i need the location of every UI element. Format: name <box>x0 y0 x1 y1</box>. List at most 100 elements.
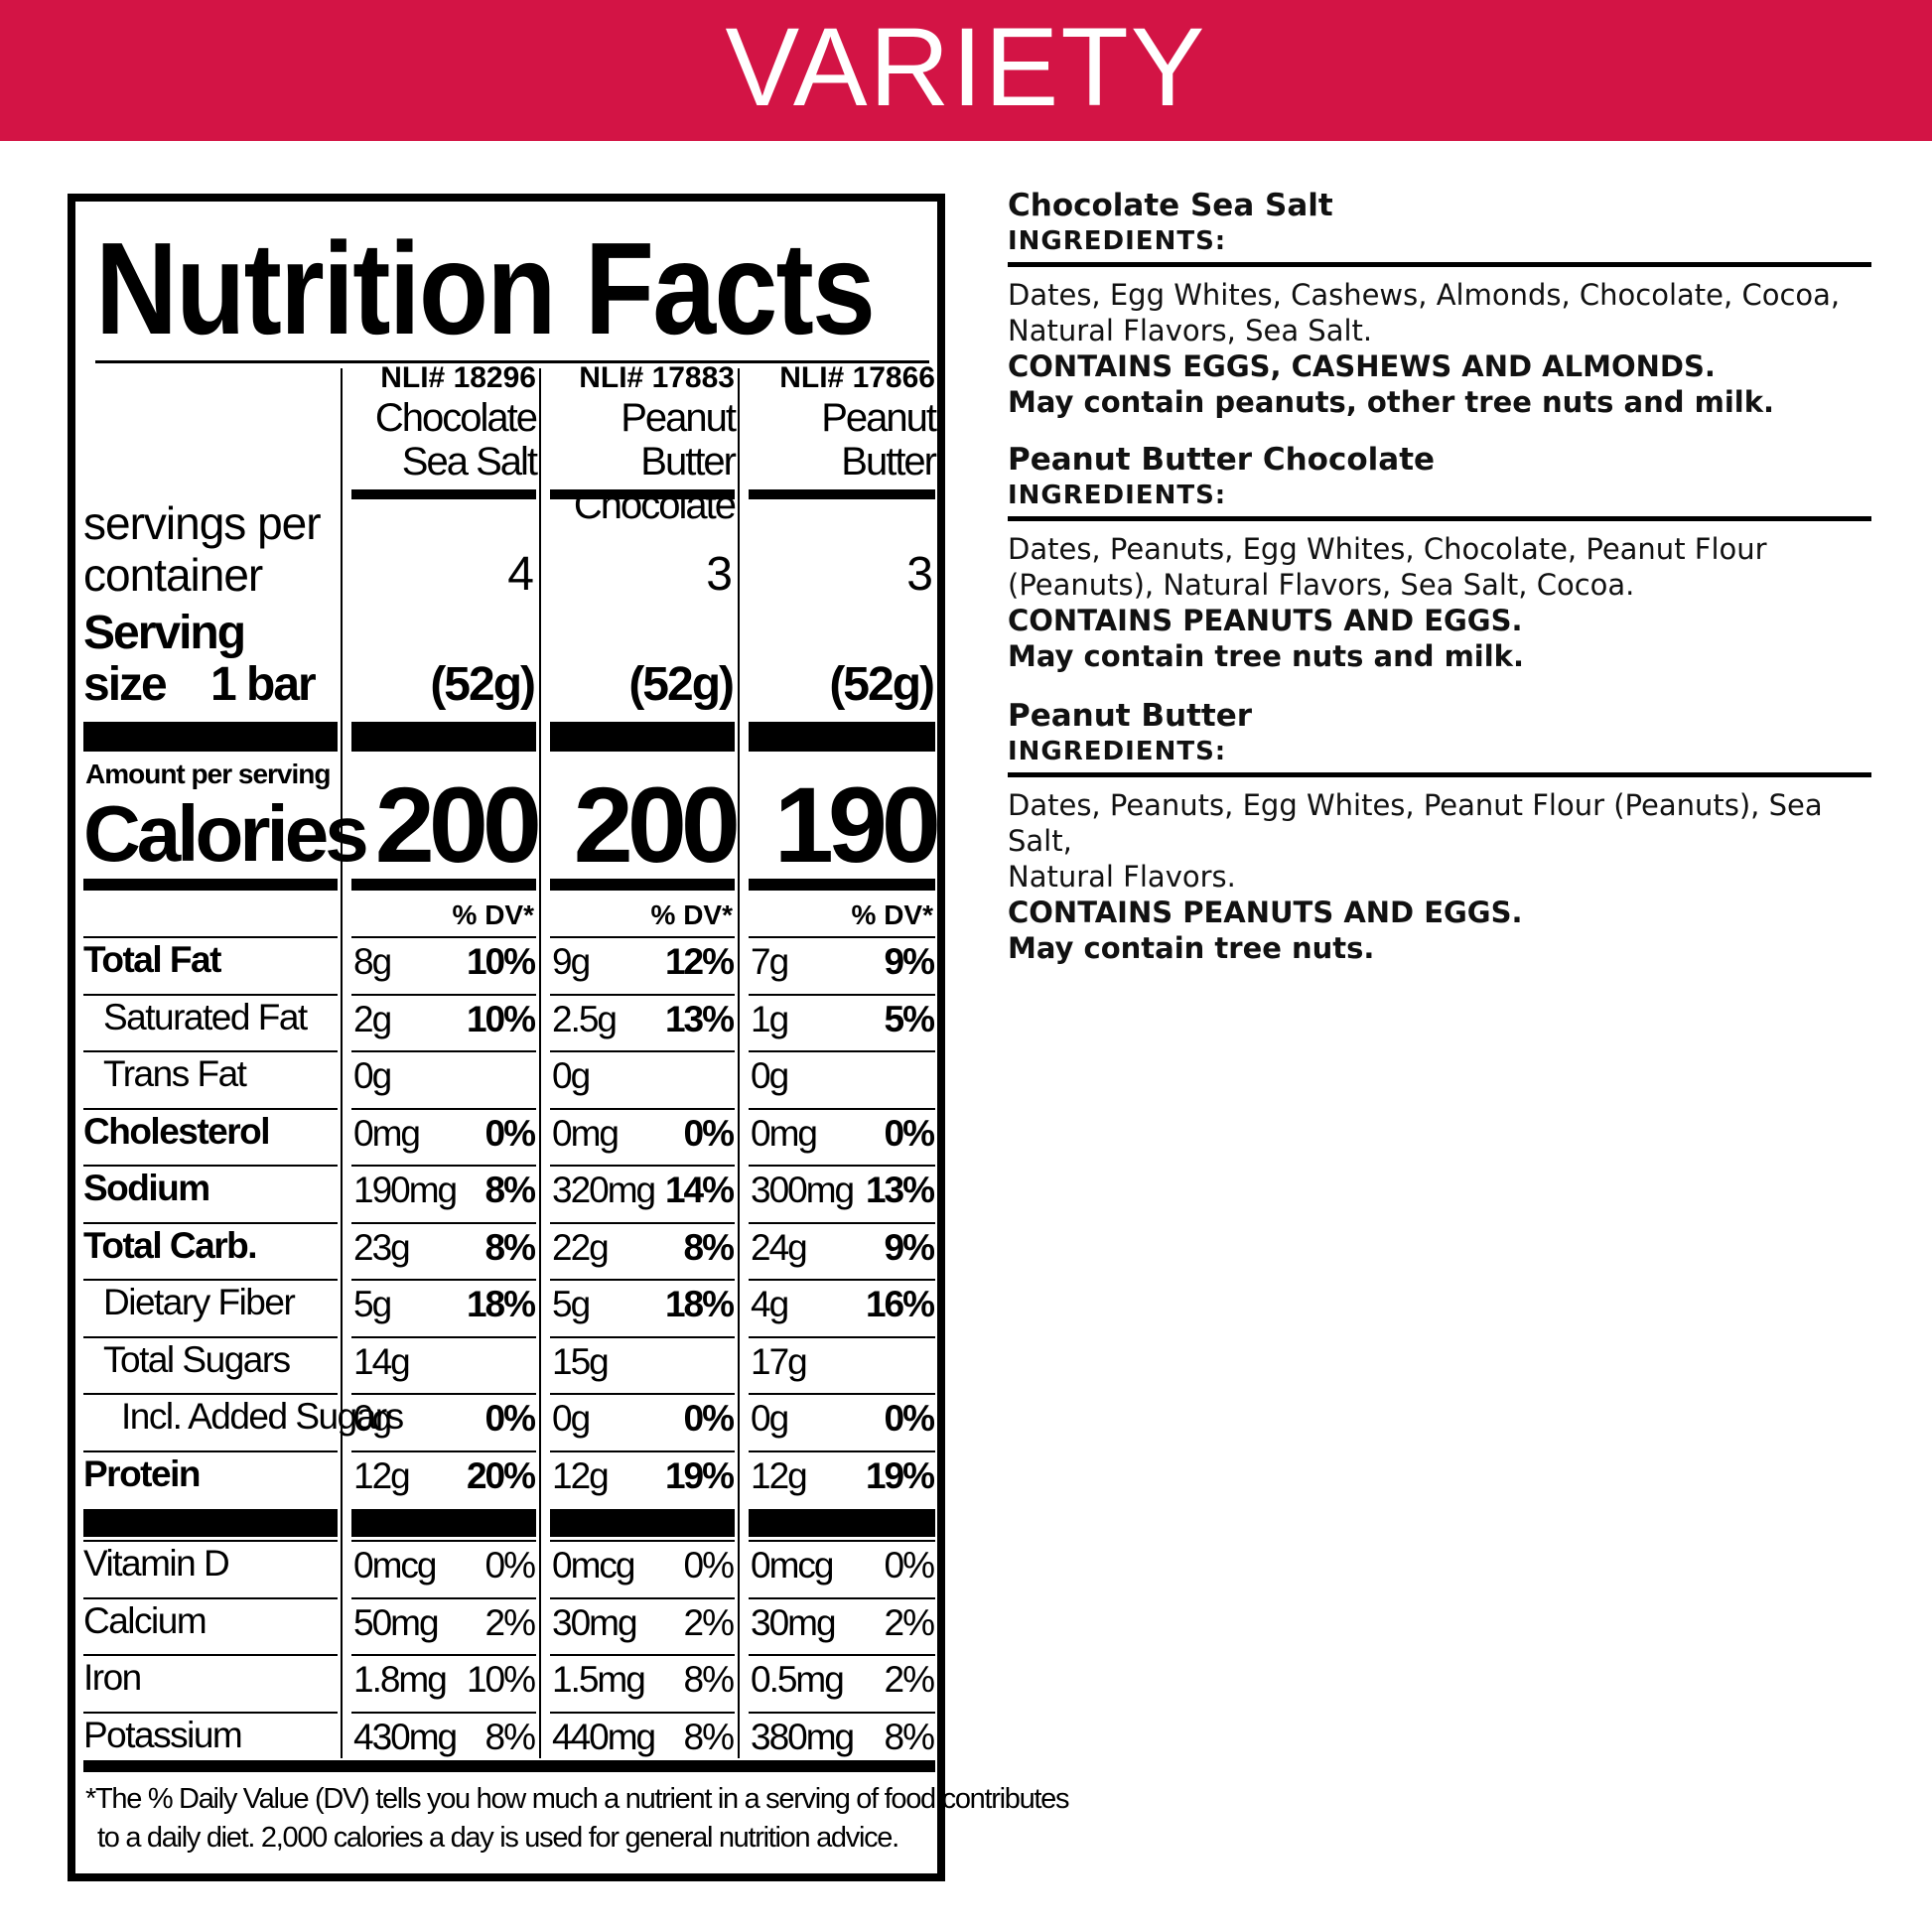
nutrient-daily-value: 10% <box>466 1659 536 1700</box>
allergen-contains: CONTAINS PEANUTS AND EGGS. <box>1008 896 1523 929</box>
dv-header: % DV* <box>650 899 733 930</box>
servings-label-line1: servings per <box>83 497 322 549</box>
nutrient-amount: 2g <box>353 998 392 1039</box>
row-separator <box>749 1393 935 1395</box>
row-separator <box>83 1279 338 1281</box>
product-name-line2: Butter <box>841 440 937 483</box>
nutrient-label: Saturated Fat <box>103 996 308 1037</box>
row-separator <box>83 1449 338 1452</box>
nutrient-label: Total Sugars <box>103 1338 291 1380</box>
footnote-line1: *The % Daily Value (DV) tells you how mu… <box>85 1783 1070 1815</box>
nutrient-amount: 0g <box>552 1055 591 1096</box>
vitamin-thick-rule <box>351 1509 536 1537</box>
nutrient-daily-value: 10% <box>466 941 536 982</box>
nli-number: NLI# 18296 <box>380 361 536 394</box>
ingredients-text-line1: Dates, Peanuts, Egg Whites, Peanut Flour… <box>1008 788 1823 858</box>
serving-size-label-line2: size <box>83 658 168 711</box>
row-separator <box>550 1449 735 1452</box>
header-rule <box>550 489 735 499</box>
nutrition-facts-title: Nutrition Facts <box>95 215 876 361</box>
row-separator <box>749 1221 935 1224</box>
ingredients-rule <box>1008 262 1871 267</box>
ingredients-text-line2: Natural Flavors, Sea Salt. <box>1008 314 1373 347</box>
vitamin-thick-rule <box>749 1509 935 1537</box>
header-rule <box>351 489 536 499</box>
product-header-peanut-butter: NLI# 17866 Peanut Butter <box>741 360 937 483</box>
nutrient-amount: 300mg <box>751 1170 855 1210</box>
ingredients-product-name: Peanut Butter <box>1008 698 1253 734</box>
nutrient-amount: 4g <box>751 1284 789 1324</box>
product-header-chocolate-sea-salt: NLI# 18296 Chocolate Sea Salt <box>344 360 538 483</box>
nutrient-daily-value: 8% <box>683 1226 735 1268</box>
nutrient-amount: 9g <box>552 941 591 982</box>
row-separator <box>351 1165 536 1167</box>
nutrient-amount: 15g <box>552 1340 610 1382</box>
ingredients-text-line1: Dates, Egg Whites, Cashews, Almonds, Cho… <box>1008 278 1841 312</box>
row-separator <box>749 1279 935 1281</box>
nutrient-label: Sodium <box>83 1168 210 1208</box>
servings-value: 4 <box>507 548 534 601</box>
footer-rule <box>83 1760 935 1772</box>
nutrient-daily-value: 0% <box>683 1545 735 1586</box>
row-separator <box>351 1540 536 1542</box>
ingredients-label: INGREDIENTS: <box>1008 737 1227 766</box>
ingredients-rule <box>1008 516 1871 521</box>
nutrient-daily-value: 19% <box>664 1454 735 1496</box>
nutrient-daily-value: 0% <box>484 1398 536 1439</box>
calories-rule <box>351 879 536 891</box>
header-rule <box>749 489 935 499</box>
row-separator <box>749 1654 935 1656</box>
nutrient-label: Total Carb. <box>83 1224 258 1266</box>
row-separator <box>351 1107 536 1110</box>
nutrient-amount: 0mg <box>751 1112 818 1154</box>
row-separator <box>351 1654 536 1656</box>
calories-rule <box>749 879 935 891</box>
vitamin-thick-rule <box>550 1509 735 1537</box>
row-separator <box>749 1540 935 1542</box>
calories-value: 190 <box>773 764 941 885</box>
thick-rule <box>749 722 935 752</box>
allergen-contains: CONTAINS PEANUTS AND EGGS. <box>1008 604 1523 637</box>
row-separator <box>83 1221 338 1224</box>
footnote-line2: to a daily diet. 2,000 calories a day is… <box>97 1822 899 1854</box>
ingredients-text-line1: Dates, Peanuts, Egg Whites, Chocolate, P… <box>1008 532 1767 566</box>
column-divider <box>341 368 343 1758</box>
ingredients-peanut-butter-chocolate: Peanut Butter Chocolate INGREDIENTS: Dat… <box>1008 441 1871 674</box>
row-separator <box>749 993 935 996</box>
ingredients-rule <box>1008 772 1871 777</box>
row-separator <box>749 936 935 938</box>
nutrient-daily-value: 16% <box>865 1284 935 1324</box>
row-separator <box>83 993 338 996</box>
allergen-may-contain: May contain peanuts, other tree nuts and… <box>1008 385 1775 419</box>
row-separator <box>749 1107 935 1110</box>
nutrient-amount: 1g <box>751 998 789 1039</box>
nutrient-daily-value: 2% <box>683 1601 735 1643</box>
calories-rule <box>83 879 338 891</box>
nutrient-label: Incl. Added Sugars <box>121 1396 404 1437</box>
servings-value: 3 <box>906 548 933 601</box>
nutrient-label: Vitamin D <box>83 1543 230 1584</box>
row-separator <box>83 1540 338 1542</box>
nutrient-amount: 320mg <box>552 1170 656 1210</box>
nutrient-amount: 0.5mg <box>751 1659 845 1700</box>
ingredients-text-line2: (Peanuts), Natural Flavors, Sea Salt, Co… <box>1008 568 1635 602</box>
row-separator <box>550 1540 735 1542</box>
nutrient-amount: 5g <box>552 1284 591 1324</box>
nutrient-amount: 7g <box>751 941 789 982</box>
nutrient-amount: 0mg <box>552 1112 620 1154</box>
nutrient-daily-value: 13% <box>865 1170 935 1210</box>
product-name-line1: Chocolate <box>374 396 538 440</box>
row-separator <box>550 936 735 938</box>
row-separator <box>550 1711 735 1714</box>
nutrient-daily-value: 18% <box>664 1284 735 1324</box>
nutrient-daily-value: 19% <box>865 1454 935 1496</box>
banner-title: VARIETY <box>725 5 1207 129</box>
row-separator <box>550 1050 735 1052</box>
nutrient-daily-value: 2% <box>884 1601 935 1643</box>
row-separator <box>351 1221 536 1224</box>
row-separator <box>351 1393 536 1395</box>
nutrient-label: Iron <box>83 1657 142 1698</box>
nutrient-daily-value: 0% <box>484 1545 536 1586</box>
nutrient-amount: 12g <box>751 1454 808 1496</box>
allergen-may-contain: May contain tree nuts and milk. <box>1008 639 1524 673</box>
